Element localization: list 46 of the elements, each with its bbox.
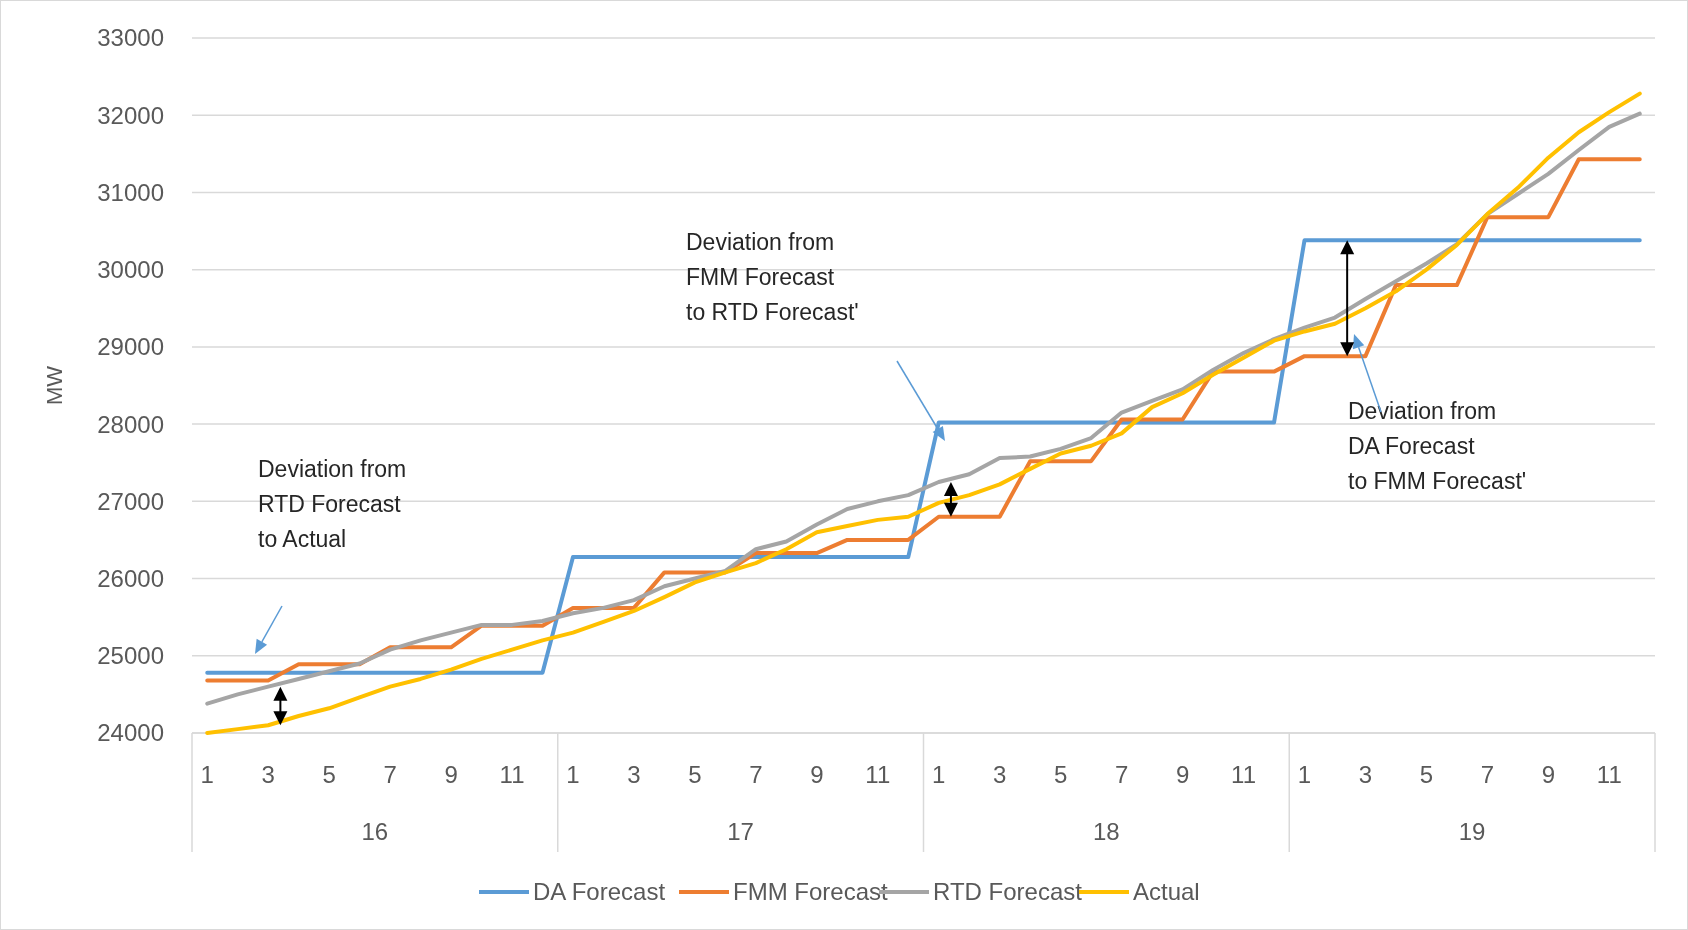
x-tick-label: 9 — [1541, 761, 1555, 789]
annotation: Deviation from RTD Forecast to Actual — [258, 456, 407, 552]
y-axis-title: MW — [42, 365, 67, 406]
x-tick-label: 3 — [627, 761, 641, 789]
y-tick-label: 31000 — [97, 178, 164, 206]
legend-label: RTD Forecast — [933, 878, 1083, 906]
x-tick-label: 11 — [865, 761, 891, 789]
legend-label: DA Forecast — [533, 878, 666, 906]
y-tick-label: 29000 — [97, 333, 164, 361]
x-tick-label: 3 — [993, 761, 1007, 789]
x-tick-label: 5 — [1419, 761, 1434, 789]
x-tick-label: 7 — [1114, 761, 1129, 789]
x-tick-label: 9 — [1175, 761, 1190, 789]
annotation: Deviation from FMM Forecast to RTD Forecast' — [686, 229, 859, 325]
text: 17 — [727, 818, 754, 846]
text: 16 — [361, 818, 389, 846]
x-tick-label: 3 — [1358, 761, 1373, 789]
x-tick-label: 7 — [1480, 761, 1495, 789]
x-tick-label: 11 — [1596, 761, 1622, 789]
x-tick-label: 1 — [200, 761, 214, 789]
x-tick-label: 5 — [322, 761, 336, 789]
y-tick-label: 33000 — [97, 24, 164, 52]
y-tick-label: 24000 — [97, 719, 164, 747]
x-tick-label: 5 — [688, 761, 702, 789]
y-tick-label: 28000 — [97, 410, 164, 438]
y-tick-label: 26000 — [97, 564, 164, 592]
x-tick-label: 7 — [383, 761, 397, 789]
x-tick-label: 1 — [566, 761, 580, 789]
annotation: Deviation from DA Forecast to FMM Forecast' — [1348, 398, 1527, 494]
legend-label: FMM Forecast — [733, 878, 889, 906]
x-tick-label: 3 — [261, 761, 275, 789]
x-tick-label: 11 — [1231, 761, 1256, 789]
y-tick-label: 30000 — [97, 256, 164, 284]
x-tick-label: 5 — [1053, 761, 1068, 789]
legend-label: Actual — [1133, 878, 1200, 906]
x-tick-label: 1 — [932, 761, 946, 789]
y-tick-label: 25000 — [97, 642, 164, 670]
x-tick-label: 9 — [810, 761, 824, 789]
y-tick-label: 32000 — [97, 101, 164, 129]
x-tick-label: 7 — [749, 761, 763, 789]
x-tick-label: 1 — [1297, 761, 1312, 789]
text: 18 — [1093, 818, 1120, 846]
x-tick-label: 11 — [499, 761, 525, 789]
x-tick-label: 9 — [444, 761, 458, 789]
y-tick-label: 27000 — [97, 487, 164, 515]
text: 19 — [1458, 818, 1486, 846]
